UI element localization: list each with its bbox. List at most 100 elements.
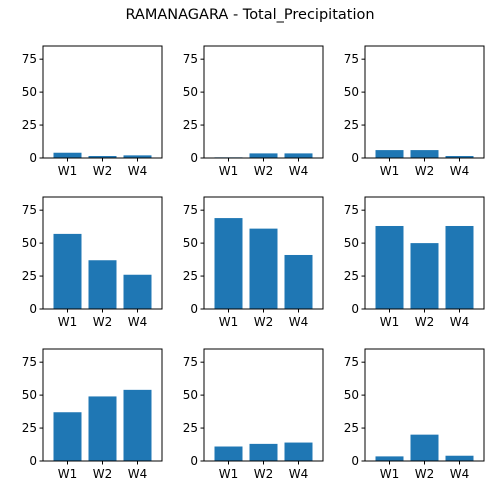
x-tick-label: W4: [128, 164, 148, 178]
y-tick-label: 0: [29, 302, 37, 316]
y-tick-label: 75: [344, 52, 359, 66]
x-tick-label: W1: [380, 467, 400, 481]
bar: [445, 225, 474, 309]
axes-frame: [203, 45, 324, 159]
bar: [123, 389, 152, 461]
x-tick-label: W1: [58, 467, 78, 481]
y-tick-label: 75: [22, 203, 37, 217]
y-tick-label: 0: [190, 454, 198, 468]
bar: [123, 155, 152, 158]
bar: [249, 443, 278, 461]
x-tick-label: W2: [93, 467, 113, 481]
bar: [53, 233, 82, 309]
bar: [410, 150, 439, 158]
subplot-1: 0 25 50 75 W1 W2 W4: [22, 45, 163, 178]
bar: [375, 225, 404, 309]
x-tick-label: W2: [415, 467, 435, 481]
subplot-7: 0 25 50 75 W1 W2 W4: [22, 348, 163, 481]
y-tick-label: 0: [190, 151, 198, 165]
axes-frame: [42, 45, 163, 159]
bar: [214, 218, 243, 309]
y-tick-label: 25: [344, 421, 359, 435]
x-tick-label: W4: [128, 315, 148, 329]
axes-frame: [364, 45, 485, 159]
y-tick-label: 25: [22, 269, 37, 283]
y-tick-label: 25: [344, 118, 359, 132]
x-tick-label: W2: [254, 467, 274, 481]
bar: [445, 455, 474, 461]
bar: [410, 434, 439, 461]
x-tick-label: W4: [450, 467, 470, 481]
bar: [445, 156, 474, 158]
y-tick-label: 25: [22, 118, 37, 132]
bar: [375, 150, 404, 158]
y-tick-label: 25: [22, 421, 37, 435]
subplot-5: 0 25 50 75 W1 W2 W4: [183, 196, 324, 329]
y-tick-label: 50: [22, 388, 37, 402]
y-tick-label: 0: [29, 151, 37, 165]
y-tick-label: 0: [29, 454, 37, 468]
bar: [53, 412, 82, 461]
y-tick-label: 75: [22, 355, 37, 369]
y-tick-label: 0: [351, 302, 359, 316]
subplot-9: 0 25 50 75 W1 W2 W4: [344, 348, 485, 481]
bar: [249, 153, 278, 158]
x-tick-label: W1: [219, 315, 239, 329]
x-tick-label: W2: [93, 164, 113, 178]
bar: [214, 446, 243, 461]
bar: [284, 153, 313, 158]
x-tick-label: W1: [380, 164, 400, 178]
x-tick-label: W1: [380, 315, 400, 329]
y-tick-label: 50: [183, 388, 198, 402]
y-tick-label: 75: [22, 52, 37, 66]
x-tick-label: W4: [289, 315, 309, 329]
y-tick-label: 50: [22, 236, 37, 250]
x-tick-label: W1: [219, 164, 239, 178]
bar: [284, 442, 313, 461]
subplot-4: 0 25 50 75 W1 W2 W4: [22, 196, 163, 329]
x-tick-label: W1: [58, 164, 78, 178]
x-tick-label: W4: [289, 164, 309, 178]
bar: [375, 456, 404, 461]
bar: [88, 396, 117, 461]
bar: [249, 228, 278, 309]
x-tick-label: W2: [93, 315, 113, 329]
y-tick-label: 75: [344, 355, 359, 369]
bar: [88, 156, 117, 158]
y-tick-label: 25: [183, 421, 198, 435]
subplot-6: 0 25 50 75 W1 W2 W4: [344, 196, 485, 329]
x-tick-label: W2: [415, 164, 435, 178]
y-tick-label: 75: [344, 203, 359, 217]
y-tick-label: 0: [190, 302, 198, 316]
x-tick-label: W1: [219, 467, 239, 481]
figure-title: RAMANAGARA - Total_Precipitation: [125, 7, 375, 23]
y-tick-label: 50: [183, 85, 198, 99]
y-tick-label: 25: [344, 269, 359, 283]
y-tick-label: 50: [22, 85, 37, 99]
y-tick-label: 50: [183, 236, 198, 250]
x-tick-label: W4: [450, 164, 470, 178]
y-tick-label: 50: [344, 236, 359, 250]
x-tick-label: W1: [58, 315, 78, 329]
y-tick-label: 50: [344, 85, 359, 99]
x-tick-label: W2: [254, 164, 274, 178]
y-tick-label: 0: [351, 151, 359, 165]
bar: [53, 152, 82, 158]
y-tick-label: 50: [344, 388, 359, 402]
x-tick-label: W2: [254, 315, 274, 329]
x-tick-label: W4: [128, 467, 148, 481]
y-tick-label: 75: [183, 52, 198, 66]
bar: [410, 243, 439, 309]
x-tick-label: W4: [289, 467, 309, 481]
bar: [123, 274, 152, 309]
subplot-8: 0 25 50 75 W1 W2 W4: [183, 348, 324, 481]
subplot-3: 0 25 50 75 W1 W2 W4: [344, 45, 485, 178]
y-tick-label: 25: [183, 118, 198, 132]
y-tick-label: 0: [351, 454, 359, 468]
y-tick-label: 75: [183, 203, 198, 217]
bar: [284, 254, 313, 309]
x-tick-label: W2: [415, 315, 435, 329]
y-tick-label: 75: [183, 355, 198, 369]
x-tick-label: W4: [450, 315, 470, 329]
